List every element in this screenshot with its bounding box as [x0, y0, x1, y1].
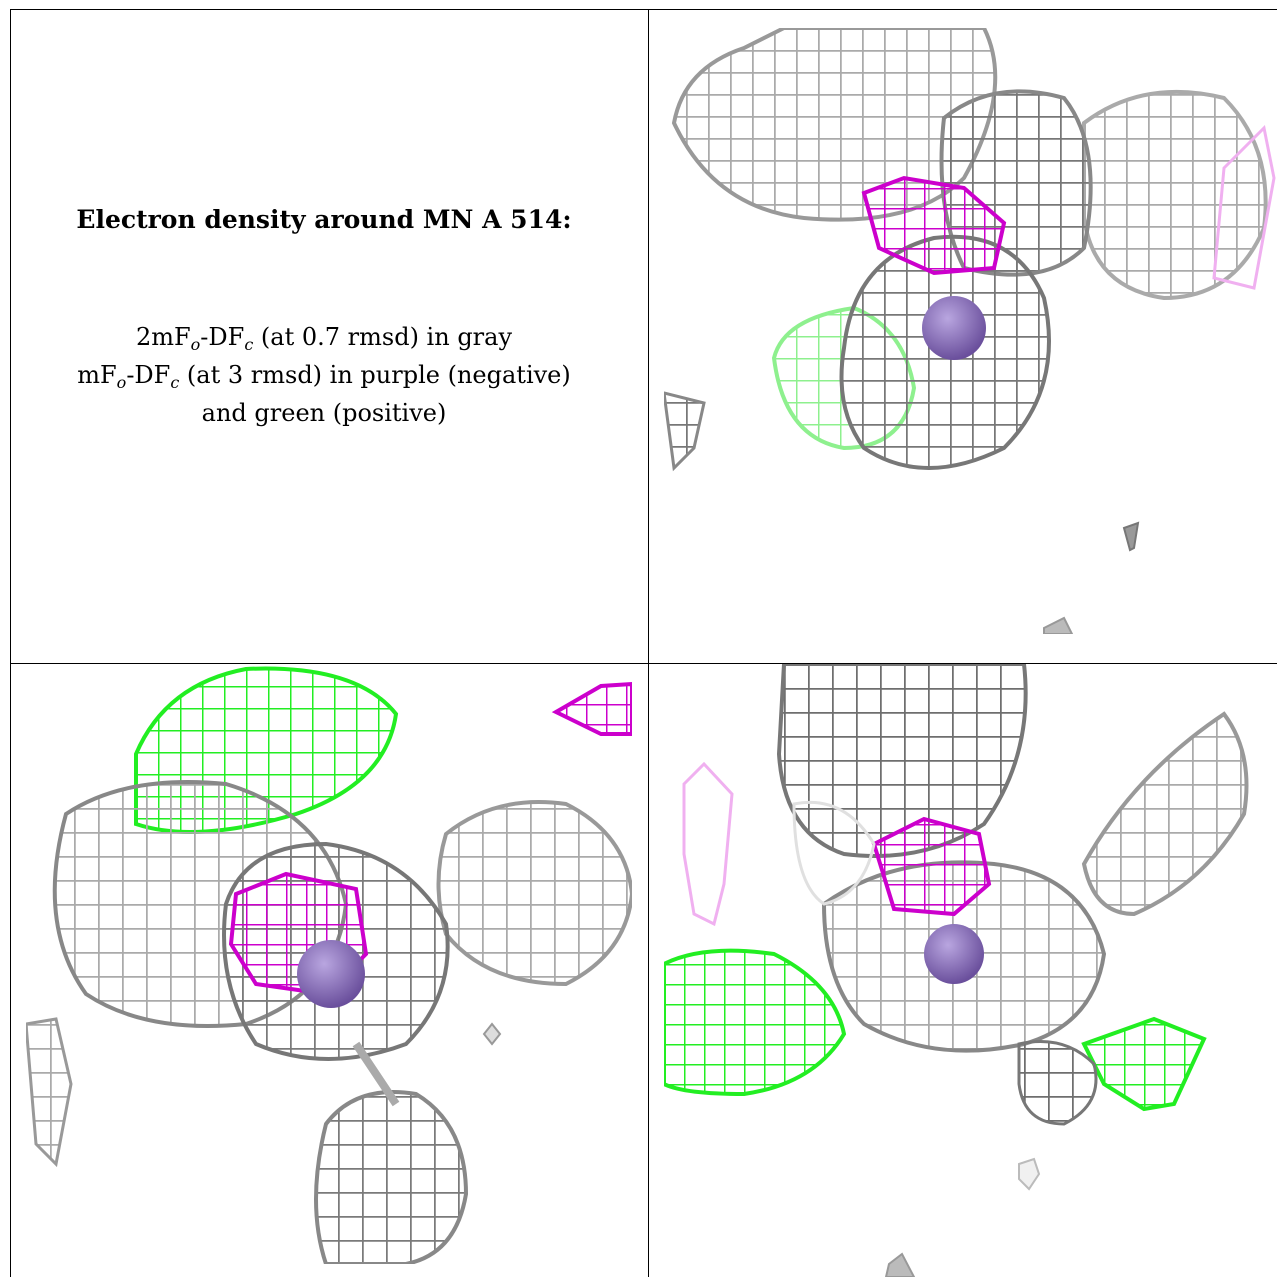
caption-line-fofc: mFo-DFc (at 3 rmsd) in purple (negative): [77, 361, 571, 392]
density-panel-bottom-right: [664, 664, 1277, 1277]
caption-legend: 2mFo-DFc (at 0.7 rmsd) in gray mFo-DFc (…: [0, 318, 648, 432]
caption-line-colors: and green (positive): [201, 399, 447, 427]
border-left: [10, 9, 11, 1277]
density-panel-bottom-left: [26, 664, 632, 1264]
density-view-1: [664, 28, 1276, 634]
border-middle-vertical: [648, 9, 649, 1277]
density-view-2: [26, 666, 632, 1264]
density-view-3: [664, 664, 1249, 1277]
caption-line-2fofc: 2mFo-DFc (at 0.7 rmsd) in gray: [135, 323, 513, 354]
border-middle-horizontal: [10, 663, 1277, 664]
figure-caption: Electron density around MN A 514: 2mFo-D…: [0, 0, 648, 663]
border-top: [10, 9, 1277, 10]
caption-title: Electron density around MN A 514:: [76, 205, 572, 234]
density-panel-top-right: [664, 28, 1277, 634]
